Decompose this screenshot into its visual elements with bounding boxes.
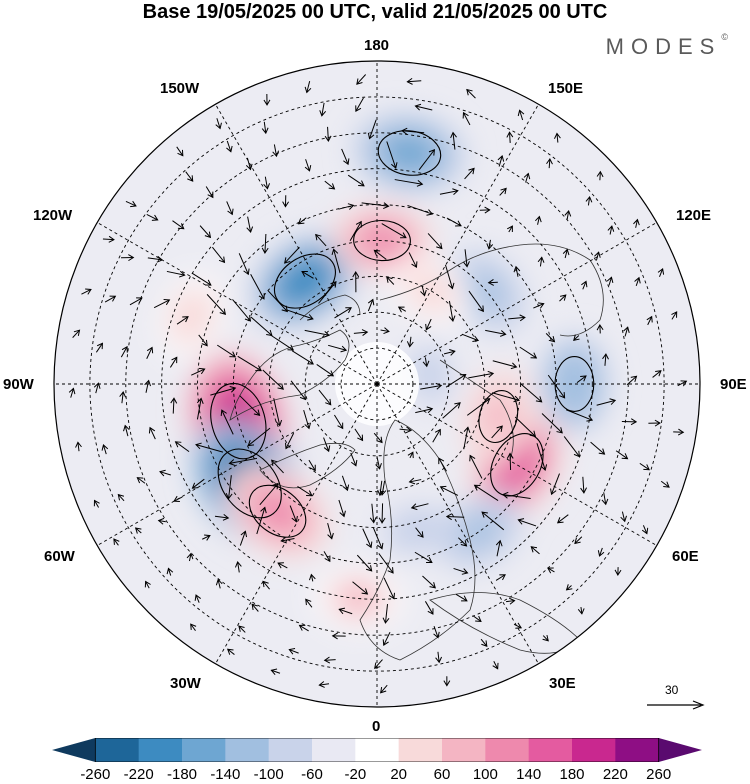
colorbar-swatch	[529, 738, 573, 762]
colorbar-tick-label: 20	[390, 766, 407, 783]
colorbar-tick-label: -60	[301, 766, 323, 783]
colorbar-swatch	[95, 738, 139, 762]
colorbar-swatch	[182, 738, 226, 762]
colorbar-swatch	[442, 738, 486, 762]
colorbar-swatch	[615, 738, 659, 762]
reference-vector: 30	[643, 683, 713, 713]
lon-label-60e: 60E	[672, 548, 699, 565]
colorbar-tick-label: 100	[473, 766, 498, 783]
lon-label-0: 0	[372, 718, 380, 735]
colorbar-swatch	[355, 738, 399, 762]
colorbar-swatch	[139, 738, 183, 762]
colorbar-tick-label: 260	[646, 766, 671, 783]
lon-label-120w: 120W	[33, 207, 72, 224]
colorbar-tick-label: 180	[559, 766, 584, 783]
lon-label-90e: 90E	[720, 376, 747, 393]
lon-label-90w: 90W	[3, 376, 34, 393]
colorbar-tick-label: -140	[210, 766, 240, 783]
colorbar-swatch	[399, 738, 443, 762]
colorbar-swatch	[572, 738, 616, 762]
colorbar-swatch	[269, 738, 313, 762]
colorbar-swatch	[225, 738, 269, 762]
lon-label-60w: 60W	[44, 548, 75, 565]
lon-label-150e: 150E	[548, 80, 583, 97]
colorbar-labels: -260 -220 -180 -140 -100 -60 -20 20 60 100 140 180 2…	[0, 764, 750, 784]
lon-label-30e: 30E	[549, 675, 576, 692]
lon-label-150w: 150W	[160, 80, 199, 97]
colorbar-swatch	[312, 738, 356, 762]
colorbar	[52, 738, 702, 762]
lon-label-180: 180	[364, 37, 389, 54]
colorbar-tick-label: -180	[167, 766, 197, 783]
colorbar-swatch	[52, 738, 95, 762]
colorbar-tick-label: -220	[124, 766, 154, 783]
colorbar-swatch	[659, 738, 702, 762]
colorbar-tick-label: 60	[434, 766, 451, 783]
lon-label-120e: 120E	[676, 207, 711, 224]
colorbar-tick-label: 220	[603, 766, 628, 783]
lon-label-30w: 30W	[170, 675, 201, 692]
colorbar-tick-label: -100	[254, 766, 284, 783]
colorbar-swatch	[485, 738, 529, 762]
colorbar-tick-label: 140	[516, 766, 541, 783]
colorbar-tick-label: -260	[80, 766, 110, 783]
colorbar-tick-label: -20	[344, 766, 366, 783]
